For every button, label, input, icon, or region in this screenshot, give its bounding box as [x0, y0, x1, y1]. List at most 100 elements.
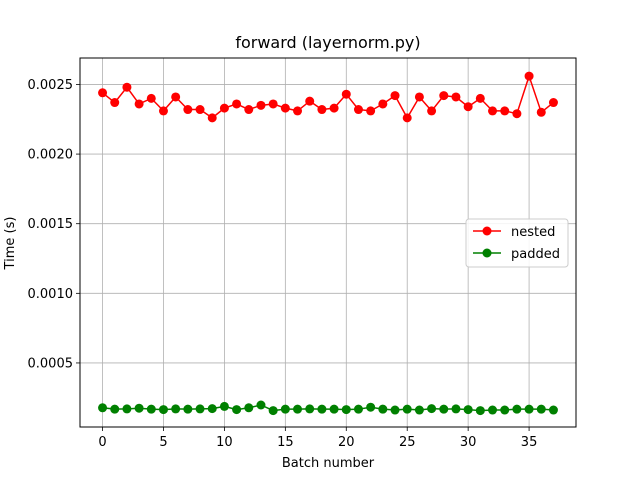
data-point-padded: [122, 404, 132, 414]
data-point-nested: [500, 106, 510, 116]
data-point-padded: [475, 406, 485, 416]
data-point-padded: [427, 404, 437, 414]
data-point-nested: [402, 113, 412, 123]
data-point-padded: [353, 404, 363, 414]
data-point-padded: [390, 405, 400, 415]
data-point-nested: [232, 99, 242, 109]
legend-label-nested: nested: [511, 225, 555, 240]
data-point-nested: [183, 105, 193, 115]
data-point-padded: [548, 405, 558, 415]
data-point-padded: [305, 404, 315, 414]
x-tick-label: 20: [338, 435, 355, 450]
data-point-padded: [195, 404, 205, 414]
data-point-nested: [146, 93, 156, 103]
data-point-nested: [390, 91, 400, 101]
data-point-nested: [244, 105, 254, 115]
data-point-padded: [293, 404, 303, 414]
data-point-padded: [317, 404, 327, 414]
x-tick-label: 5: [159, 435, 167, 450]
data-point-padded: [268, 406, 278, 416]
data-point-padded: [488, 405, 498, 415]
data-point-nested: [305, 96, 315, 106]
data-point-nested: [378, 99, 388, 109]
data-point-nested: [280, 103, 290, 113]
data-point-nested: [488, 106, 498, 116]
data-point-nested: [536, 107, 546, 117]
y-axis: 0.0005 0.0010 0.0015 0.0020 0.0025: [28, 78, 80, 371]
data-point-nested: [475, 93, 485, 103]
x-axis: 0 5 10 15 20 25 30 35: [98, 427, 537, 450]
series-padded: [98, 400, 558, 416]
legend-label-padded: padded: [511, 247, 560, 262]
x-tick-label: 15: [277, 435, 294, 450]
x-axis-label: Batch number: [282, 456, 375, 471]
data-point-padded: [256, 400, 266, 410]
data-point-nested: [171, 92, 181, 102]
data-point-nested: [158, 106, 168, 116]
data-point-nested: [548, 98, 558, 108]
data-point-padded: [463, 405, 473, 415]
data-point-padded: [207, 404, 217, 414]
data-point-padded: [500, 405, 510, 415]
data-point-nested: [98, 88, 108, 98]
y-tick-label: 0.0010: [28, 287, 74, 302]
series-nested: [98, 71, 558, 123]
data-point-nested: [451, 92, 461, 102]
data-point-nested: [353, 105, 363, 115]
legend-marker-nested: [482, 226, 492, 236]
data-point-padded: [146, 404, 156, 414]
data-point-nested: [463, 102, 473, 112]
plot-frame: [79, 57, 577, 428]
data-point-nested: [524, 71, 534, 81]
data-point-padded: [232, 405, 242, 415]
x-tick-label: 0: [98, 435, 106, 450]
data-point-padded: [451, 404, 461, 414]
data-point-padded: [134, 403, 144, 413]
data-point-padded: [378, 404, 388, 414]
data-point-nested: [366, 106, 376, 116]
data-point-nested: [256, 100, 266, 110]
data-point-nested: [341, 89, 351, 99]
data-point-padded: [536, 404, 546, 414]
y-tick-label: 0.0020: [28, 148, 74, 163]
data-point-padded: [171, 404, 181, 414]
data-point-nested: [219, 103, 229, 113]
data-point-padded: [329, 404, 339, 414]
data-point-nested: [207, 113, 217, 123]
data-point-nested: [427, 106, 437, 116]
legend-marker-padded: [482, 248, 492, 258]
data-point-nested: [439, 91, 449, 101]
series-layer: [98, 71, 558, 416]
data-point-padded: [158, 405, 168, 415]
data-point-nested: [134, 99, 144, 109]
data-point-nested: [122, 82, 132, 92]
chart-title: forward (layernorm.py): [235, 33, 420, 52]
data-point-padded: [439, 404, 449, 414]
data-point-nested: [414, 92, 424, 102]
data-point-nested: [268, 99, 278, 109]
data-point-padded: [110, 404, 120, 414]
data-point-padded: [219, 401, 229, 411]
y-tick-label: 0.0015: [28, 217, 74, 232]
y-tick-label: 0.0005: [28, 356, 74, 371]
y-axis-label: Time (s): [3, 217, 18, 271]
data-point-padded: [341, 405, 351, 415]
legend: nested padded: [465, 218, 569, 268]
data-point-padded: [98, 403, 108, 413]
data-point-padded: [366, 402, 376, 412]
data-point-padded: [524, 404, 534, 414]
data-point-nested: [329, 103, 339, 113]
data-point-nested: [512, 109, 522, 119]
data-point-padded: [244, 403, 254, 413]
y-tick-label: 0.0025: [28, 78, 74, 93]
x-tick-label: 30: [460, 435, 477, 450]
data-point-padded: [280, 404, 290, 414]
x-tick-label: 35: [521, 435, 538, 450]
data-point-padded: [414, 405, 424, 415]
data-point-nested: [110, 98, 120, 108]
x-tick-label: 10: [216, 435, 233, 450]
data-point-nested: [293, 106, 303, 116]
data-point-padded: [512, 404, 522, 414]
